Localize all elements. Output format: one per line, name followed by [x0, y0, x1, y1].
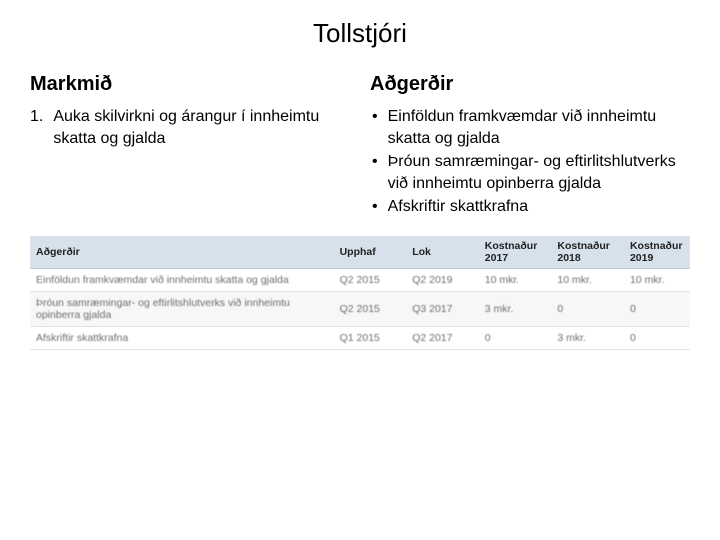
cell-c18: 10 mkr. [551, 268, 624, 291]
actions-item: • Einföldun framkvæmdar við innheimtu sk… [370, 106, 690, 149]
cell-c17: 3 mkr. [479, 291, 552, 326]
th-cost-2017: Kostnaður 2017 [479, 236, 552, 269]
table-row: Afskriftir skattkrafna Q1 2015 Q2 2017 0… [30, 326, 690, 349]
table-header-row: Aðgerðir Upphaf Lok Kostnaður 2017 Kostn… [30, 236, 690, 269]
table-row: Einföldun framkvæmdar við innheimtu skat… [30, 268, 690, 291]
cell-c18: 0 [551, 291, 624, 326]
actions-list: • Einföldun framkvæmdar við innheimtu sk… [370, 106, 690, 218]
cell-c17: 10 mkr. [479, 268, 552, 291]
list-text: Afskriftir skattkrafna [388, 196, 528, 218]
cell-c19: 10 mkr. [624, 268, 690, 291]
cell-start: Q1 2015 [334, 326, 407, 349]
goals-item: 1. Auka skilvirkni og árangur í innheimt… [30, 106, 350, 149]
slide: Tollstjóri Markmið 1. Auka skilvirkni og… [0, 0, 720, 540]
cell-end: Q3 2017 [406, 291, 479, 326]
th-end: Lok [406, 236, 479, 269]
cell-start: Q2 2015 [334, 268, 407, 291]
cell-c19: 0 [624, 326, 690, 349]
th-cost-2018: Kostnaður 2018 [551, 236, 624, 269]
goals-list: 1. Auka skilvirkni og árangur í innheimt… [30, 106, 350, 149]
cost-table: Aðgerðir Upphaf Lok Kostnaður 2017 Kostn… [30, 236, 690, 350]
cell-c19: 0 [624, 291, 690, 326]
list-number: 1. [30, 106, 43, 149]
two-column-section: Markmið 1. Auka skilvirkni og árangur í … [30, 73, 690, 220]
th-start: Upphaf [334, 236, 407, 269]
actions-heading: Aðgerðir [370, 73, 690, 96]
actions-column: Aðgerðir • Einföldun framkvæmdar við inn… [370, 73, 690, 220]
table-row: Þróun samræmingar- og eftirlitshlutverks… [30, 291, 690, 326]
cell-end: Q2 2019 [406, 268, 479, 291]
cell-c18: 3 mkr. [551, 326, 624, 349]
cell-end: Q2 2017 [406, 326, 479, 349]
bullet-icon: • [370, 196, 378, 218]
th-cost-2019: Kostnaður 2019 [624, 236, 690, 269]
actions-item: • Afskriftir skattkrafna [370, 196, 690, 218]
cell-action: Afskriftir skattkrafna [30, 326, 334, 349]
goals-column: Markmið 1. Auka skilvirkni og árangur í … [30, 73, 350, 220]
list-text: Einföldun framkvæmdar við innheimtu skat… [388, 106, 690, 149]
th-action: Aðgerðir [30, 236, 334, 269]
cell-action: Einföldun framkvæmdar við innheimtu skat… [30, 268, 334, 291]
list-text: Auka skilvirkni og árangur í innheimtu s… [53, 106, 350, 149]
cell-start: Q2 2015 [334, 291, 407, 326]
bullet-icon: • [370, 151, 378, 194]
goals-heading: Markmið [30, 73, 350, 96]
cost-table-section: Aðgerðir Upphaf Lok Kostnaður 2017 Kostn… [30, 236, 690, 350]
cell-action: Þróun samræmingar- og eftirlitshlutverks… [30, 291, 334, 326]
page-title: Tollstjóri [30, 18, 690, 49]
bullet-icon: • [370, 106, 378, 149]
cell-c17: 0 [479, 326, 552, 349]
list-text: Þróun samræmingar- og eftirlitshlutverks… [388, 151, 690, 194]
actions-item: • Þróun samræmingar- og eftirlitshlutver… [370, 151, 690, 194]
